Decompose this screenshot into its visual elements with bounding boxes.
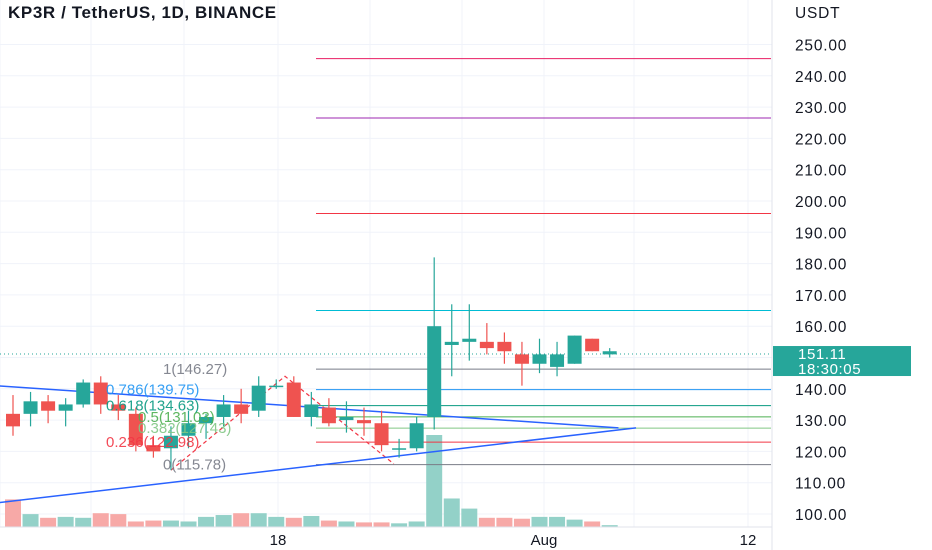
candle-body — [515, 354, 529, 363]
candle-body — [603, 351, 617, 354]
candle-body — [462, 339, 476, 342]
volume-bar — [321, 521, 337, 527]
candle-body — [480, 342, 494, 348]
price-tick-label: 190.00 — [795, 225, 847, 242]
volume-bar — [233, 513, 249, 527]
volume-bar — [128, 521, 144, 527]
price-tick-label: 160.00 — [795, 319, 847, 336]
volume-bar — [426, 435, 442, 527]
candle-body — [497, 342, 511, 351]
candle-body — [269, 386, 283, 388]
candle-body — [6, 414, 20, 427]
volume-bar — [251, 513, 267, 527]
volume-bar — [163, 521, 179, 527]
candle-body — [339, 417, 353, 420]
time-tick-label: 18 — [270, 532, 287, 549]
currency-label: USDT — [795, 5, 840, 22]
price-tick-label: 200.00 — [795, 194, 847, 211]
candle-body — [252, 386, 266, 411]
price-tick-label: 240.00 — [795, 69, 847, 86]
candle-body — [533, 354, 547, 363]
volume-bar — [181, 521, 197, 527]
candle-body — [585, 339, 599, 352]
candle-body — [234, 404, 248, 413]
volume-bar — [549, 517, 565, 527]
candle-body — [322, 408, 336, 424]
volume-bar — [93, 513, 109, 527]
volume-bar — [145, 521, 161, 527]
time-tick-label: Aug — [531, 532, 558, 549]
price-tick-label: 110.00 — [795, 476, 846, 493]
price-tick-label: 170.00 — [795, 288, 847, 305]
volume-bar — [567, 520, 583, 527]
candle-body — [59, 404, 73, 410]
candle-body — [357, 420, 371, 423]
volume-bar — [75, 518, 91, 527]
candle-body — [550, 354, 564, 367]
volume-bar — [584, 521, 600, 527]
price-tick-label: 230.00 — [795, 100, 847, 117]
volume-bar — [496, 518, 512, 527]
volume-bar — [391, 523, 407, 527]
candle-body — [76, 383, 90, 405]
price-tick-label: 120.00 — [795, 444, 847, 461]
volume-bar — [338, 521, 354, 527]
price-tick-label: 220.00 — [795, 131, 847, 148]
volume-bar — [23, 514, 39, 527]
candle-body — [41, 401, 55, 410]
price-tick-label: 130.00 — [795, 413, 847, 430]
candle-body — [287, 383, 301, 417]
candle-body — [445, 342, 459, 345]
volume-bar — [532, 517, 548, 527]
candle-body — [304, 404, 318, 417]
price-tick-label: 180.00 — [795, 257, 847, 274]
fib-level-label: 1(146.27) — [163, 361, 227, 378]
candle-body — [410, 423, 424, 448]
volume-bar — [374, 522, 390, 527]
volume-bar — [286, 518, 302, 527]
time-tick-label: 12 — [740, 532, 757, 549]
volume-bar — [268, 517, 284, 527]
candle-body — [427, 326, 441, 417]
volume-bar — [40, 518, 56, 527]
volume-bar — [479, 518, 495, 527]
bar-countdown: 18:30:05 — [798, 361, 861, 378]
price-tick-label: 210.00 — [795, 163, 847, 180]
fib-level-label: 0.786(139.75) — [106, 382, 199, 399]
volume-bar — [356, 522, 372, 527]
trendline-ascending — [0, 428, 636, 503]
price-tick-label: 100.00 — [795, 507, 847, 524]
candle-body — [217, 404, 231, 417]
volume-bar — [409, 521, 425, 527]
candle-body — [392, 448, 406, 450]
price-tick-label: 250.00 — [795, 38, 847, 55]
volume-bar — [5, 499, 21, 527]
volume-bar — [198, 517, 214, 527]
price-tick-label: 140.00 — [795, 382, 847, 399]
volume-bar — [110, 514, 126, 527]
volume-bar — [444, 498, 460, 527]
volume-bar — [216, 515, 232, 527]
candle-body — [24, 401, 38, 414]
candle-body — [568, 336, 582, 364]
volume-bar — [303, 516, 319, 527]
fib-level-label: 0(115.78) — [163, 457, 226, 474]
fib-level-label: 0.236(122.98) — [106, 434, 199, 451]
candle-body — [375, 423, 389, 445]
volume-bar — [514, 519, 530, 527]
volume-bar — [58, 517, 74, 527]
volume-bar — [461, 509, 477, 527]
